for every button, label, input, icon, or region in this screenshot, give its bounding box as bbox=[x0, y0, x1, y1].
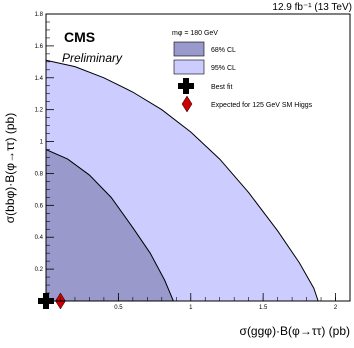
y-tick-label: 0.4 bbox=[35, 235, 44, 241]
x-tick-label: 0 bbox=[44, 305, 48, 311]
status-label: Preliminary bbox=[62, 51, 123, 65]
y-tick-label: 1.2 bbox=[35, 108, 44, 114]
legend-label-95: 95% CL bbox=[211, 65, 236, 72]
y-tick-label: 1 bbox=[40, 140, 44, 146]
y-axis-label: σ(bbφ)·B(φ→ττ) (pb) bbox=[3, 113, 17, 223]
experiment-label: CMS bbox=[64, 29, 95, 45]
y-tick-label: 1.4 bbox=[35, 76, 44, 82]
legend-header: mφ = 180 GeV bbox=[172, 30, 218, 37]
legend-swatch-95 bbox=[173, 59, 205, 75]
y-tick-label: 0.6 bbox=[35, 203, 44, 209]
legend-label-expected: Expected for 125 GeV SM Higgs bbox=[211, 102, 313, 109]
y-axis-ticks: 0 0.2 0.4 0.6 0.8 1 1.2 1.4 1.6 1.8 bbox=[35, 12, 54, 305]
legend-cross-icon bbox=[178, 78, 194, 94]
y-tick-label: 1.6 bbox=[35, 44, 44, 50]
x-tick-label: 2 bbox=[334, 305, 338, 311]
x-axis-label: σ(ggφ)·B(φ→ττ) (pb) bbox=[240, 324, 350, 338]
legend-diamond-icon bbox=[181, 95, 193, 113]
x-axis-ticks: 0 0.5 1 1.5 2 bbox=[44, 293, 338, 311]
confidence-regions bbox=[45, 59, 319, 302]
y-tick-label: 0 bbox=[40, 299, 44, 305]
region-68-cl bbox=[45, 148, 175, 302]
x-tick-label: 0.5 bbox=[114, 305, 123, 311]
x-tick-label: 1 bbox=[189, 305, 193, 311]
lumi-label: 12.9 fb⁻¹ (13 TeV) bbox=[272, 2, 352, 13]
y-tick-label: 0.8 bbox=[35, 171, 44, 177]
x-tick-label: 1.5 bbox=[259, 305, 268, 311]
legend-label-68: 68% CL bbox=[211, 47, 236, 54]
legend-label-best-fit: Best fit bbox=[211, 84, 232, 91]
y-tick-label: 0.2 bbox=[35, 267, 44, 273]
y-tick-label: 1.8 bbox=[35, 12, 44, 18]
legend-swatch-68 bbox=[173, 41, 205, 57]
legend: mφ = 180 GeV 68% CL 95% CL Best fit Expe… bbox=[172, 30, 313, 113]
